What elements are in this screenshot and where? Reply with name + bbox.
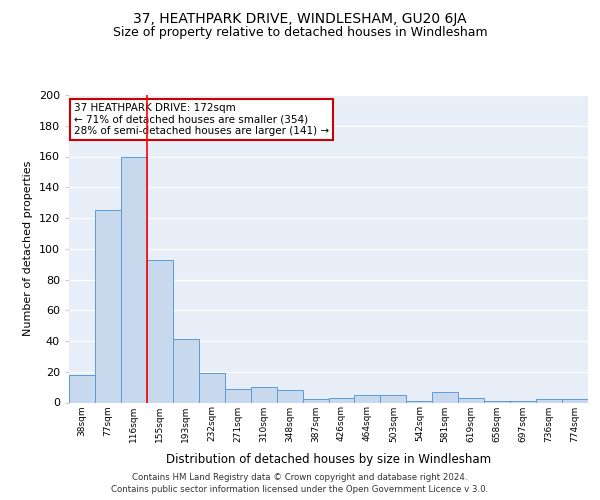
Bar <box>147 260 173 402</box>
X-axis label: Distribution of detached houses by size in Windlesham: Distribution of detached houses by size … <box>166 453 491 466</box>
Bar <box>329 398 355 402</box>
Bar <box>380 395 406 402</box>
Bar <box>536 400 562 402</box>
Text: Contains public sector information licensed under the Open Government Licence v : Contains public sector information licen… <box>112 486 488 494</box>
Bar <box>277 390 302 402</box>
Y-axis label: Number of detached properties: Number of detached properties <box>23 161 33 336</box>
Bar <box>433 392 458 402</box>
Bar <box>458 398 484 402</box>
Text: 37, HEATHPARK DRIVE, WINDLESHAM, GU20 6JA: 37, HEATHPARK DRIVE, WINDLESHAM, GU20 6J… <box>133 12 467 26</box>
Text: 37 HEATHPARK DRIVE: 172sqm
← 71% of detached houses are smaller (354)
28% of sem: 37 HEATHPARK DRIVE: 172sqm ← 71% of deta… <box>74 102 329 136</box>
Bar <box>173 340 199 402</box>
Bar <box>406 401 432 402</box>
Bar <box>121 156 147 402</box>
Bar <box>355 395 380 402</box>
Text: Size of property relative to detached houses in Windlesham: Size of property relative to detached ho… <box>113 26 487 39</box>
Bar <box>251 387 277 402</box>
Bar <box>199 374 224 402</box>
Bar <box>484 401 510 402</box>
Bar <box>510 401 536 402</box>
Bar <box>225 388 251 402</box>
Bar <box>95 210 121 402</box>
Text: Contains HM Land Registry data © Crown copyright and database right 2024.: Contains HM Land Registry data © Crown c… <box>132 473 468 482</box>
Bar <box>69 375 95 402</box>
Bar <box>562 400 588 402</box>
Bar <box>302 400 329 402</box>
